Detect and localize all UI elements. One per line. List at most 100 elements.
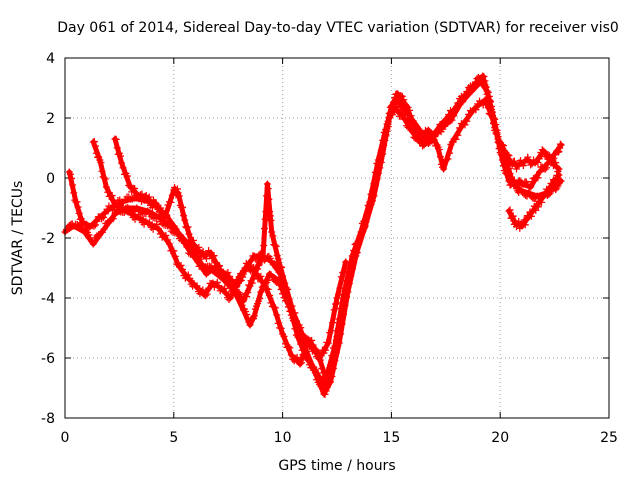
marker (116, 152, 124, 160)
marker (452, 135, 460, 143)
marker (242, 307, 250, 315)
marker (170, 247, 178, 255)
data-point (202, 270, 210, 278)
marker (274, 319, 282, 327)
marker (429, 130, 437, 138)
marker (258, 277, 266, 285)
data-point (527, 183, 535, 191)
marker (223, 277, 231, 285)
marker (269, 232, 277, 240)
marker (443, 116, 451, 124)
marker (225, 296, 233, 304)
data-point (557, 177, 565, 185)
data-point (152, 201, 160, 209)
axis-ticks (64, 57, 610, 419)
marker (472, 106, 480, 114)
y-axis-label: SDTVAR / TECUs (10, 181, 26, 296)
marker (337, 273, 345, 281)
marker (355, 235, 363, 243)
marker (179, 203, 187, 211)
marker (555, 147, 563, 155)
marker (367, 190, 375, 198)
marker (282, 284, 290, 292)
data-point (155, 225, 163, 233)
marker (324, 369, 332, 377)
x-tick-label: 20 (491, 430, 509, 446)
data-point (102, 183, 110, 191)
marker (347, 262, 355, 270)
marker (264, 185, 272, 193)
marker (360, 217, 368, 225)
marker (75, 209, 83, 217)
marker (538, 146, 546, 154)
y-tick-label: 0 (46, 171, 55, 187)
y-tick-label: 2 (46, 111, 55, 127)
data-point (535, 168, 543, 176)
marker (332, 337, 340, 345)
marker (338, 299, 346, 307)
marker (379, 136, 387, 144)
marker (388, 111, 396, 119)
marker (534, 203, 542, 211)
marker (527, 212, 535, 220)
marker (99, 213, 107, 221)
marker (535, 155, 543, 163)
x-tick-label: 25 (600, 430, 618, 446)
marker (376, 153, 384, 161)
marker (497, 151, 505, 159)
marker (524, 153, 532, 161)
marker (392, 103, 400, 111)
marker (461, 93, 469, 101)
data-point (250, 312, 258, 320)
marker (541, 165, 549, 173)
marker (406, 106, 414, 114)
marker (145, 193, 153, 201)
marker (257, 272, 265, 280)
marker (390, 98, 398, 106)
x-tick-label: 10 (274, 430, 292, 446)
marker (484, 104, 492, 112)
marker (273, 311, 281, 319)
data-point (268, 228, 276, 236)
marker (90, 222, 98, 230)
marker (503, 170, 511, 178)
marker (285, 295, 293, 303)
marker (280, 332, 288, 340)
marker (293, 353, 301, 361)
data-point (298, 330, 306, 338)
marker (508, 213, 516, 221)
marker (427, 129, 435, 137)
marker (532, 206, 540, 214)
data-point (100, 225, 108, 233)
marker (364, 201, 372, 209)
data-point (270, 303, 278, 311)
marker (272, 242, 280, 250)
data-point (501, 147, 509, 155)
marker (387, 110, 395, 118)
data-point (316, 354, 324, 362)
marker (454, 99, 462, 107)
data-point (342, 258, 350, 266)
marker (247, 257, 255, 265)
marker (334, 291, 342, 299)
marker (454, 131, 462, 139)
marker (547, 158, 555, 166)
marker (265, 195, 273, 203)
x-tick-label: 15 (382, 430, 400, 446)
marker (328, 352, 336, 360)
marker (95, 153, 103, 161)
marker (546, 152, 554, 160)
x-axis-label: GPS time / hours (278, 458, 395, 474)
marker (184, 223, 192, 231)
marker (202, 292, 210, 300)
marker (327, 327, 335, 335)
marker (400, 110, 408, 118)
marker (198, 261, 206, 269)
data-point (357, 228, 365, 236)
marker (489, 112, 497, 120)
marker (101, 175, 109, 183)
data-point (322, 375, 330, 383)
marker (373, 159, 381, 167)
marker (266, 212, 274, 220)
marker (408, 128, 416, 136)
